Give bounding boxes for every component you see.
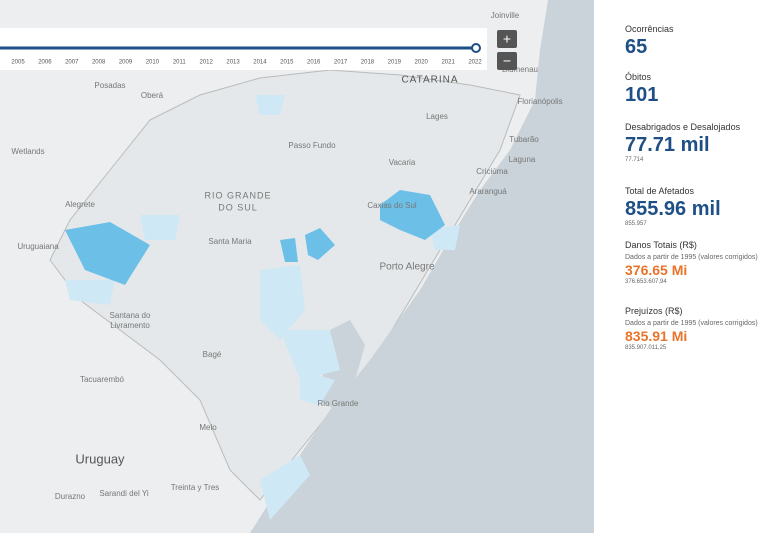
place-label: Sarandi del Yi [99, 489, 149, 498]
year-label[interactable]: 2007 [65, 60, 79, 66]
place-label: CATARINA [401, 75, 458, 86]
year-label[interactable]: 2006 [38, 60, 52, 66]
place-label: Vacaria [389, 158, 416, 167]
year-label[interactable]: 2005 [11, 60, 25, 66]
affected-dark [65, 190, 445, 285]
ocean [250, 0, 594, 533]
place-label: Santa Maria [208, 237, 252, 246]
stat-detail: 77.714 [625, 157, 644, 163]
year-label[interactable]: 2010 [146, 60, 160, 66]
stat-value: 855.96 mil [625, 198, 721, 220]
stat-label: Desabrigados e Desalojados [625, 122, 741, 132]
timeline-handle[interactable] [471, 43, 481, 53]
place-label: Melo [199, 423, 217, 432]
zoom-in-label[interactable]: + [503, 31, 511, 47]
map: Joinville Blumenau CATARINA Florianópoli… [0, 0, 594, 533]
place-label: Uruguaiana [17, 242, 59, 251]
stat-value: 376.65 Mi [625, 262, 688, 278]
year-label[interactable]: 2020 [415, 60, 429, 66]
zoom-out[interactable]: − [497, 52, 517, 70]
place-label: Livramento [110, 321, 150, 330]
year-label[interactable]: 2017 [334, 60, 348, 66]
year-label[interactable]: 2008 [92, 60, 106, 66]
stat-label: Total de Afetados [625, 186, 695, 196]
place-label: Alegrete [65, 200, 95, 209]
stat: Total de Afetados 855.96 mil 855.957 [625, 186, 760, 227]
stats-panel: Ocorrências 65 Óbitos 101 Desabrigados e Des… [594, 0, 768, 533]
year-label[interactable]: 2022 [468, 60, 482, 66]
place-label: Rio Grande [318, 399, 359, 408]
place-label: Joinville [491, 11, 520, 20]
place-label: Wetlands [11, 147, 44, 156]
place-label: Santana do [110, 311, 151, 320]
place-label: Posadas [94, 81, 125, 90]
year-label[interactable]: 2019 [388, 60, 402, 66]
stat-note: Dados a partir de 1995 (valores corrigid… [625, 320, 758, 327]
year-label[interactable]: 2016 [307, 60, 321, 66]
stat-value: 835.91 Mi [625, 328, 688, 344]
place-label: Passo Fundo [288, 141, 336, 150]
stat-value: 77.71 mil [625, 134, 710, 156]
year-label[interactable]: 2012 [199, 60, 213, 66]
place-label: DO SUL [218, 202, 258, 212]
timeline-years: 2005 2006 2007 2008 2009 2010 2011 2012 2013 2014… [11, 60, 482, 66]
year-label[interactable]: 2009 [119, 60, 133, 66]
place-label: Oberá [141, 91, 164, 100]
place-label: Laguna [509, 155, 536, 164]
place-label: Tubarão [509, 135, 539, 144]
stat-note: Dados a partir de 1995 (valores corrigid… [625, 254, 758, 261]
year-label[interactable]: 2018 [361, 60, 375, 66]
stat: Óbitos 101 [625, 72, 760, 107]
stat-value: 101 [625, 84, 659, 106]
zoom-out-label[interactable]: − [503, 53, 511, 69]
stat-label: Prejuízos (R$) [625, 306, 683, 316]
place-label: Florianópolis [517, 97, 562, 106]
stat-detail: 855.957 [625, 221, 647, 227]
stat: Prejuízos (R$) Dados a partir de 1995 (va… [625, 306, 760, 351]
stat-label: Ocorrências [625, 24, 674, 34]
year-label[interactable]: 2014 [253, 60, 267, 66]
stat-detail: 835.907.011,25 [625, 345, 667, 351]
place-label: Uruguay [75, 451, 125, 466]
place-label: Bagé [203, 350, 222, 359]
zoom-in[interactable]: + [497, 30, 517, 48]
place-label: RIO GRANDE [204, 190, 271, 200]
place-label: Lages [426, 112, 448, 121]
place-label: Porto Alegre [379, 262, 434, 273]
place-label: Tacuarembó [80, 375, 125, 384]
place-label: Caxias do Sul [367, 201, 417, 210]
stat: Danos Totais (R$) Dados a partir de 1995 … [625, 240, 760, 285]
year-label[interactable]: 2013 [226, 60, 240, 66]
stat-label: Danos Totais (R$) [625, 240, 697, 250]
place-label: Criciúma [476, 167, 508, 176]
year-label[interactable]: 2015 [280, 60, 294, 66]
stat-value: 65 [625, 36, 648, 58]
place-label: Araranguá [469, 187, 507, 196]
place-label: Blumenau [502, 65, 538, 74]
stat-label: Óbitos [625, 72, 652, 82]
year-label[interactable]: 2011 [173, 60, 187, 66]
stat-detail: 376.653.607,94 [625, 279, 667, 285]
place-label: Treinta y Tres [171, 483, 220, 492]
year-label[interactable]: 2021 [441, 60, 455, 66]
stat: Ocorrências 65 [625, 24, 760, 59]
place-label: Durazno [55, 492, 86, 501]
stat: Desabrigados e Desalojados 77.71 mil 77.71… [625, 122, 760, 163]
affected-light [65, 95, 460, 520]
